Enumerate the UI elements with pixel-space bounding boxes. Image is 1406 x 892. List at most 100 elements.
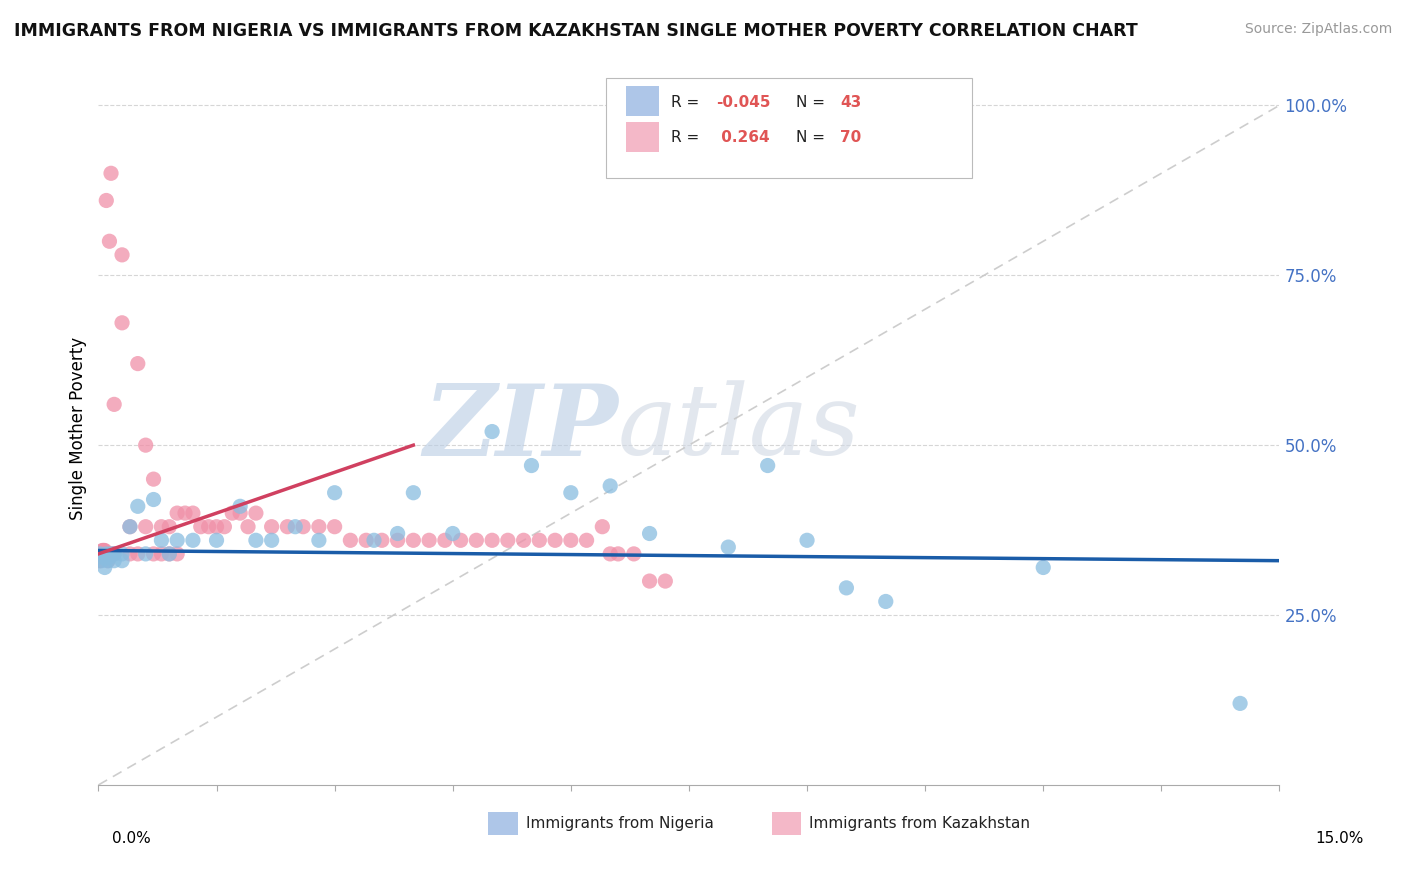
Point: [308, 533, 330, 548]
FancyBboxPatch shape: [606, 78, 973, 178]
Point: [387, 533, 409, 548]
Point: [157, 547, 180, 561]
Point: [100, 547, 122, 561]
Point: [599, 547, 621, 561]
Text: R =: R =: [671, 130, 704, 145]
Point: [90, 554, 112, 568]
Point: [363, 533, 385, 548]
Point: [150, 519, 173, 533]
Point: [103, 547, 125, 561]
Point: [236, 519, 259, 533]
Point: [157, 547, 180, 561]
Point: [127, 547, 149, 561]
Point: [166, 506, 188, 520]
Point: [118, 519, 141, 533]
Point: [433, 533, 456, 548]
Point: [111, 316, 134, 330]
Point: [142, 492, 165, 507]
Point: [96, 194, 118, 208]
Text: 43: 43: [841, 95, 862, 110]
Point: [544, 533, 567, 548]
Text: R =: R =: [671, 95, 704, 110]
Point: [181, 533, 204, 548]
Point: [402, 485, 425, 500]
Point: [875, 594, 897, 608]
Point: [150, 547, 173, 561]
Point: [402, 533, 425, 548]
Point: [111, 554, 134, 568]
Point: [221, 506, 243, 520]
Point: [103, 397, 125, 411]
Bar: [772, 812, 801, 835]
Point: [292, 519, 315, 533]
Point: [90, 547, 112, 561]
Point: [135, 547, 157, 561]
Point: [135, 438, 157, 452]
Point: [93, 560, 115, 574]
Point: [190, 519, 212, 533]
Point: [520, 458, 543, 473]
Point: [127, 357, 149, 371]
Point: [103, 554, 125, 568]
Point: [481, 533, 503, 548]
Point: [796, 533, 818, 548]
Point: [94, 547, 117, 561]
Point: [111, 248, 134, 262]
Point: [623, 547, 645, 561]
Point: [481, 425, 503, 439]
Point: [91, 543, 114, 558]
Point: [197, 519, 219, 533]
Point: [638, 526, 661, 541]
Point: [150, 533, 173, 548]
Point: [260, 519, 283, 533]
Point: [127, 500, 149, 514]
Point: [496, 533, 519, 548]
Point: [89, 547, 111, 561]
Point: [245, 533, 267, 548]
Bar: [488, 812, 517, 835]
Point: [308, 519, 330, 533]
Y-axis label: Single Mother Poverty: Single Mother Poverty: [69, 336, 87, 520]
Point: [465, 533, 488, 548]
Point: [654, 574, 676, 588]
Text: Source: ZipAtlas.com: Source: ZipAtlas.com: [1244, 22, 1392, 37]
Text: ZIP: ZIP: [423, 380, 619, 476]
Point: [323, 485, 346, 500]
Point: [1229, 697, 1251, 711]
Point: [118, 547, 141, 561]
Point: [118, 519, 141, 533]
Point: [103, 547, 125, 561]
Point: [157, 519, 180, 533]
Point: [441, 526, 464, 541]
Point: [835, 581, 858, 595]
Point: [166, 533, 188, 548]
Point: [717, 540, 740, 554]
Point: [90, 547, 112, 561]
Bar: [626, 122, 659, 152]
Point: [181, 506, 204, 520]
Point: [93, 543, 115, 558]
Text: 0.264: 0.264: [716, 130, 769, 145]
Point: [284, 519, 307, 533]
Point: [229, 506, 252, 520]
Text: N =: N =: [796, 95, 831, 110]
Point: [111, 547, 134, 561]
Point: [101, 547, 124, 561]
Text: 0.0%: 0.0%: [112, 831, 152, 846]
Text: -0.045: -0.045: [716, 95, 770, 110]
Point: [96, 547, 118, 561]
Point: [529, 533, 551, 548]
Point: [323, 519, 346, 533]
Point: [96, 547, 118, 561]
Point: [371, 533, 394, 548]
Point: [591, 519, 613, 533]
Point: [100, 166, 122, 180]
Point: [98, 234, 121, 248]
Point: [560, 533, 582, 548]
Point: [339, 533, 361, 548]
Point: [93, 543, 115, 558]
Point: [354, 533, 377, 548]
Text: 70: 70: [841, 130, 862, 145]
Text: N =: N =: [796, 130, 831, 145]
Point: [89, 554, 111, 568]
